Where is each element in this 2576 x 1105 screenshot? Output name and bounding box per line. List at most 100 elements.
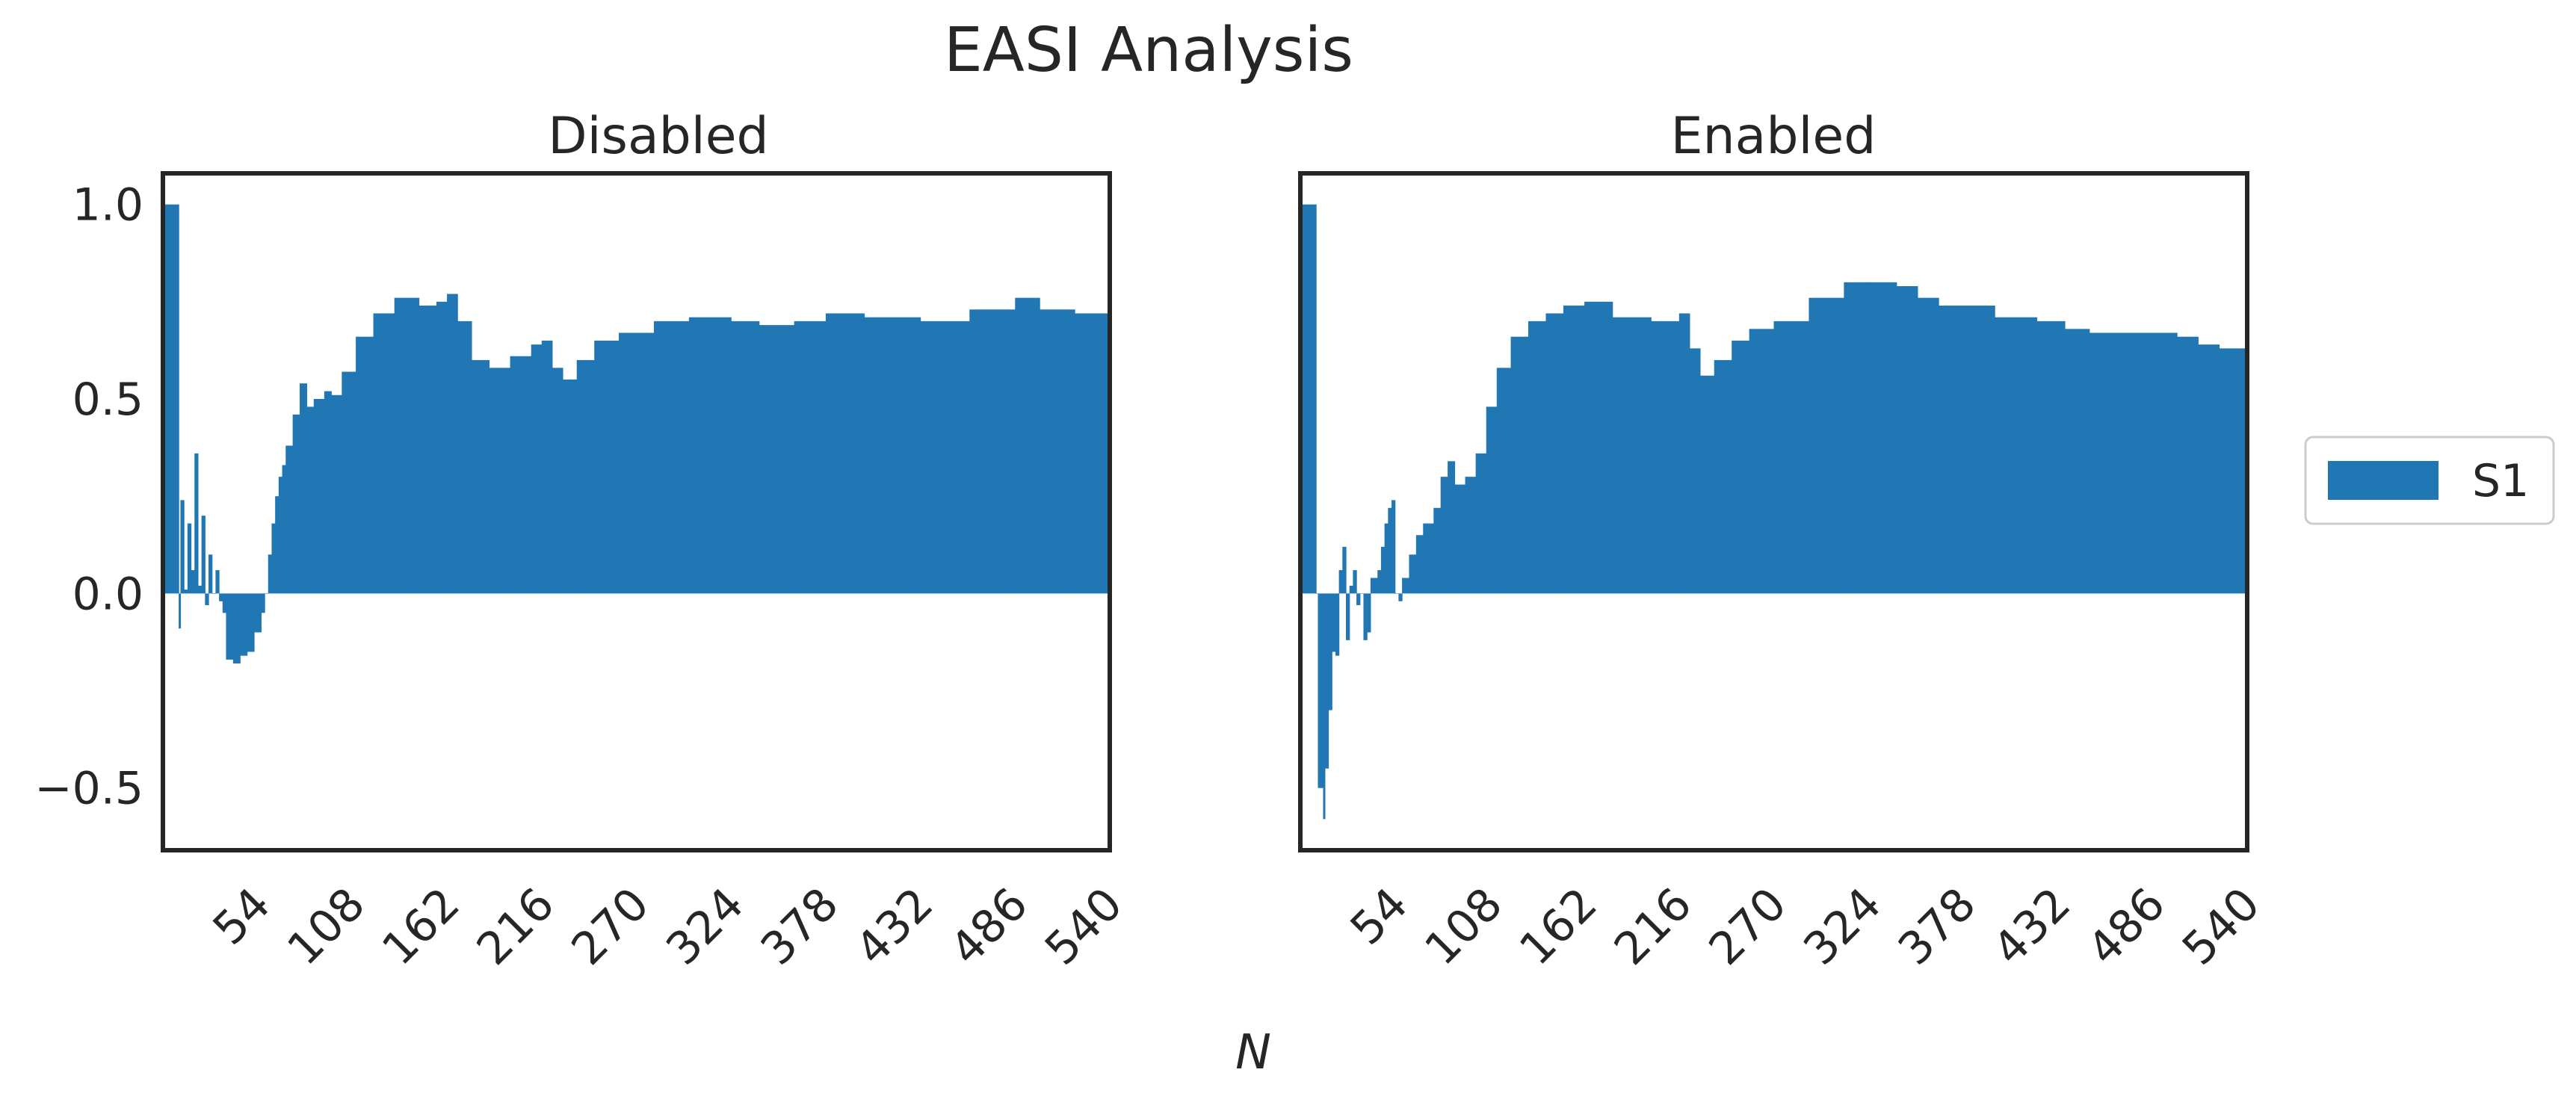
bar bbox=[261, 593, 265, 613]
bar bbox=[1732, 340, 1750, 594]
bar bbox=[759, 325, 795, 594]
bar bbox=[1359, 593, 1365, 594]
bar bbox=[552, 368, 563, 594]
bar bbox=[864, 317, 921, 594]
bar bbox=[1510, 336, 1529, 594]
bar bbox=[531, 344, 543, 594]
bar bbox=[489, 368, 511, 594]
bar bbox=[1714, 359, 1732, 594]
bar bbox=[1300, 204, 1315, 594]
bar bbox=[1363, 593, 1368, 640]
bar bbox=[1015, 297, 1040, 594]
bar bbox=[541, 340, 553, 594]
bar bbox=[201, 516, 206, 594]
bar bbox=[2177, 336, 2199, 594]
bar bbox=[619, 332, 655, 594]
bar bbox=[1699, 375, 1715, 594]
bar bbox=[373, 313, 395, 594]
bar bbox=[282, 465, 286, 594]
bar bbox=[194, 453, 199, 594]
bar bbox=[1448, 461, 1456, 594]
bar bbox=[1332, 593, 1336, 652]
bar bbox=[265, 593, 269, 594]
bar bbox=[1349, 585, 1353, 594]
bar bbox=[1370, 578, 1378, 594]
bar bbox=[1844, 282, 1869, 594]
bar bbox=[1384, 523, 1389, 594]
bar bbox=[1356, 593, 1361, 605]
plot-frame bbox=[1298, 171, 2249, 852]
bar bbox=[1545, 313, 1564, 594]
bar bbox=[219, 593, 223, 601]
bar bbox=[1040, 309, 1075, 594]
bar bbox=[731, 321, 760, 594]
bar bbox=[226, 593, 234, 660]
bar bbox=[1398, 593, 1403, 601]
bar bbox=[457, 321, 472, 594]
bar bbox=[191, 570, 195, 594]
bar bbox=[1962, 306, 1995, 594]
bar bbox=[184, 589, 188, 594]
bar bbox=[300, 383, 307, 594]
bar bbox=[1749, 329, 1775, 594]
bar bbox=[275, 496, 279, 594]
bar bbox=[1689, 348, 1701, 594]
bar bbox=[1402, 578, 1410, 594]
bar bbox=[254, 593, 262, 633]
bar bbox=[2089, 332, 2153, 594]
bar bbox=[2036, 321, 2066, 594]
bar bbox=[1651, 321, 1680, 594]
bar bbox=[1465, 477, 1477, 594]
y-tick-label: 1.0 bbox=[72, 179, 143, 232]
bar bbox=[1328, 593, 1332, 711]
bar bbox=[247, 593, 255, 652]
bar bbox=[418, 306, 437, 594]
bar bbox=[1584, 301, 1613, 594]
bar bbox=[1415, 535, 1424, 594]
bar bbox=[211, 593, 216, 594]
bar bbox=[197, 585, 203, 594]
bar bbox=[1528, 321, 1547, 594]
bar bbox=[1318, 593, 1324, 788]
bar bbox=[285, 445, 294, 594]
bar bbox=[1995, 317, 2038, 594]
bar bbox=[1394, 593, 1399, 594]
bar bbox=[1423, 523, 1434, 594]
bar bbox=[342, 371, 356, 594]
bar bbox=[205, 593, 209, 605]
bar bbox=[1868, 282, 1897, 594]
bar bbox=[436, 301, 448, 594]
x-axis-label: N bbox=[1235, 1025, 1271, 1080]
bar bbox=[1433, 507, 1442, 594]
bar bbox=[306, 406, 315, 594]
bar bbox=[278, 477, 283, 594]
legend-swatch-s1 bbox=[2328, 461, 2438, 500]
bar bbox=[1496, 368, 1512, 594]
bar bbox=[163, 204, 178, 594]
bar bbox=[180, 500, 185, 594]
bar bbox=[1896, 286, 1918, 594]
bar bbox=[969, 309, 1016, 594]
bar bbox=[215, 570, 220, 594]
bar bbox=[1563, 306, 1585, 594]
bar bbox=[1917, 297, 1939, 594]
bar bbox=[209, 554, 213, 594]
bar bbox=[1773, 321, 1810, 594]
bar bbox=[1075, 313, 1111, 594]
bar bbox=[1939, 306, 1964, 594]
bar bbox=[292, 414, 300, 594]
bar bbox=[179, 593, 182, 629]
bar bbox=[232, 593, 241, 664]
bar bbox=[2152, 332, 2178, 594]
bar bbox=[240, 593, 248, 656]
bar bbox=[324, 391, 332, 594]
bar bbox=[471, 359, 490, 594]
bar bbox=[794, 321, 827, 594]
bar bbox=[447, 294, 458, 594]
bar bbox=[408, 297, 420, 594]
bar bbox=[268, 554, 273, 594]
bar bbox=[1316, 593, 1319, 594]
bar bbox=[176, 204, 179, 594]
